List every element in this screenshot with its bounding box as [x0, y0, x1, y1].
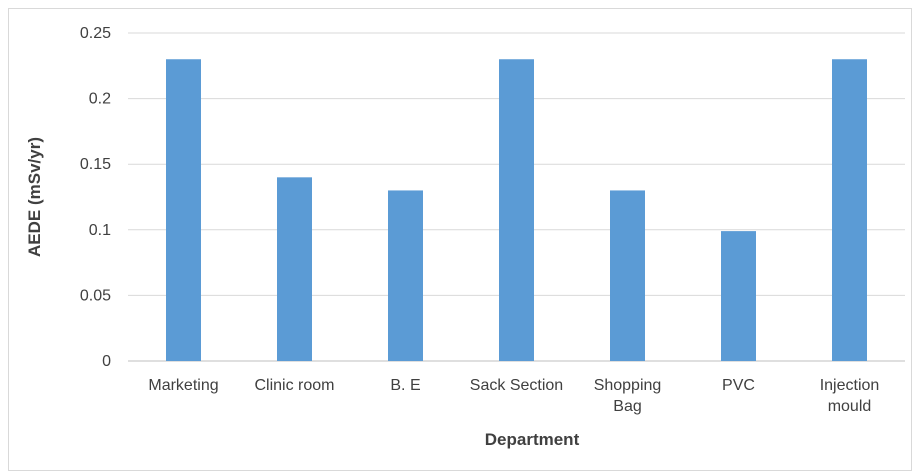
x-tick-label: Marketing	[148, 377, 218, 394]
bar	[277, 177, 312, 361]
y-axis-title: AEDE (mSv/yr)	[25, 137, 44, 257]
bar	[832, 59, 867, 362]
x-tick-label: PVC	[722, 377, 755, 394]
chart-frame	[8, 8, 912, 471]
x-tick-label: B. E	[390, 377, 420, 394]
bars	[166, 59, 867, 362]
y-tick-label: 0.1	[89, 222, 111, 239]
y-tick-label: 0.2	[89, 91, 111, 108]
bar	[499, 59, 534, 362]
x-tick-labels: Marketing Clinic room B. E Sack Section Shop…	[148, 377, 879, 415]
x-tick-label: Sack Section	[470, 377, 563, 394]
bar	[610, 190, 645, 361]
x-tick-label: Shopping Bag	[594, 377, 662, 415]
bar	[166, 59, 201, 362]
y-tick-label: 0.15	[80, 156, 111, 173]
bar	[721, 231, 756, 361]
x-tick-label: Clinic room	[254, 377, 334, 394]
y-tick-label: 0	[102, 353, 111, 370]
bar	[388, 190, 423, 361]
x-axis-title: Department	[485, 430, 580, 449]
y-tick-label: 0.25	[80, 25, 111, 42]
y-tick-labels: 0 0.05 0.1 0.15 0.2 0.25	[80, 25, 111, 370]
x-tick-label: Injection mould	[820, 377, 880, 415]
y-tick-label: 0.05	[80, 287, 111, 304]
